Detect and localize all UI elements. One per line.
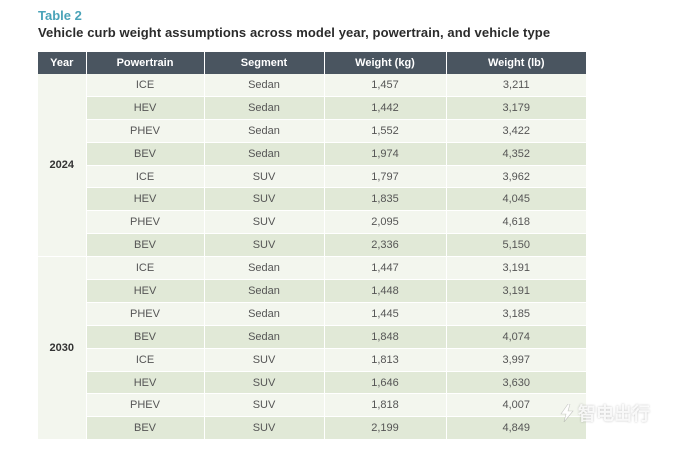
table-row: BEV Sedan 1,974 4,352 [38,142,586,166]
weight-lb-cell: 4,352 [446,142,586,166]
segment-cell: SUV [204,187,325,212]
weight-kg-cell: 1,457 [324,74,447,97]
powertrain-cell: ICE [86,74,205,97]
column-header-segment: Segment [204,52,325,74]
table-row: PHEV SUV 1,818 4,007 [38,393,586,418]
segment-cell: Sedan [204,119,325,143]
segment-cell: SUV [204,371,325,395]
weight-lb-cell: 4,618 [446,210,586,235]
column-header-powertrain: Powertrain [86,52,205,74]
weight-lb-cell: 4,045 [446,187,586,212]
weight-kg-cell: 1,445 [324,302,447,326]
weight-kg-cell: 2,199 [324,416,447,441]
powertrain-cell: ICE [86,348,205,372]
weight-lb-cell: 3,211 [446,74,586,97]
weight-kg-cell: 1,646 [324,371,447,395]
powertrain-cell: PHEV [86,302,205,326]
segment-cell: Sedan [204,74,325,97]
column-header-year: Year [38,52,87,74]
powertrain-cell: BEV [86,325,205,349]
year-group-2030: 2030 ICE Sedan 1,447 3,191 HEV Sedan 1,448 3,191… [38,256,586,441]
segment-cell: SUV [204,393,325,418]
weight-lb-cell: 4,007 [446,393,586,418]
table-header-row: Year Powertrain Segment Weight (kg) Weig… [38,52,586,74]
table-row: BEV Sedan 1,848 4,074 [38,325,586,349]
column-header-weight-kg: Weight (kg) [324,52,447,74]
segment-cell: Sedan [204,96,325,120]
table-row: 2030 ICE Sedan 1,447 3,191 [38,256,586,441]
segment-cell: SUV [204,233,325,258]
table-row: 2024 ICE Sedan 1,457 3,211 [38,74,586,258]
powertrain-cell: HEV [86,96,205,120]
table-row: PHEV SUV 2,095 4,618 [38,210,586,235]
powertrain-cell: PHEV [86,210,205,235]
weight-lb-cell: 4,074 [446,325,586,349]
watermark: 智电出行 [560,400,650,426]
weight-kg-cell: 1,818 [324,393,447,418]
segment-cell: SUV [204,165,325,189]
weight-lb-cell: 3,185 [446,302,586,326]
segment-cell: SUV [204,210,325,235]
year-group-2024: 2024 ICE Sedan 1,457 3,211 HEV Sedan 1,442 3,179… [38,74,586,258]
segment-cell: SUV [204,416,325,441]
weight-kg-cell: 1,552 [324,119,447,143]
weight-lb-cell: 4,849 [446,416,586,441]
table-row: PHEV Sedan 1,552 3,422 [38,119,586,143]
segment-cell: Sedan [204,302,325,326]
segment-cell: Sedan [204,279,325,303]
table-row: PHEV Sedan 1,445 3,185 [38,302,586,326]
table-row: ICE SUV 1,813 3,997 [38,348,586,372]
watermark-text: 智电出行 [578,404,650,424]
table-row: HEV SUV 1,646 3,630 [38,371,586,395]
weight-lb-cell: 5,150 [446,233,586,258]
table-row: HEV SUV 1,835 4,045 [38,187,586,212]
weight-kg-cell: 1,835 [324,187,447,212]
powertrain-cell: ICE [86,256,205,281]
curb-weight-table: Year Powertrain Segment Weight (kg) Weig… [38,52,586,441]
weight-kg-cell: 2,095 [324,210,447,235]
table-row: HEV Sedan 1,448 3,191 [38,279,586,303]
table-row: BEV SUV 2,336 5,150 [38,233,586,258]
weight-kg-cell: 1,448 [324,279,447,303]
powertrain-cell: BEV [86,142,205,166]
segment-cell: Sedan [204,325,325,349]
year-cell: 2024 [38,74,87,258]
weight-kg-cell: 1,447 [324,256,447,281]
column-header-weight-lb: Weight (lb) [446,52,586,74]
table-row: ICE SUV 1,797 3,962 [38,165,586,189]
table-row: BEV SUV 2,199 4,849 [38,416,586,441]
powertrain-cell: HEV [86,279,205,303]
lightning-bolt-icon [560,404,574,422]
table-row: HEV Sedan 1,442 3,179 [38,96,586,120]
segment-cell: Sedan [204,256,325,281]
weight-kg-cell: 1,848 [324,325,447,349]
year-cell: 2030 [38,256,87,441]
weight-lb-cell: 3,997 [446,348,586,372]
weight-kg-cell: 1,813 [324,348,447,372]
weight-lb-cell: 3,191 [446,279,586,303]
weight-lb-cell: 3,962 [446,165,586,189]
powertrain-cell: HEV [86,371,205,395]
weight-lb-cell: 3,191 [446,256,586,281]
segment-cell: Sedan [204,142,325,166]
table-label: Table 2 [38,8,82,23]
weight-lb-cell: 3,422 [446,119,586,143]
weight-lb-cell: 3,630 [446,371,586,395]
powertrain-cell: BEV [86,233,205,258]
powertrain-cell: BEV [86,416,205,441]
table-title: Vehicle curb weight assumptions across m… [38,25,551,40]
segment-cell: SUV [204,348,325,372]
weight-kg-cell: 2,336 [324,233,447,258]
powertrain-cell: ICE [86,165,205,189]
weight-lb-cell: 3,179 [446,96,586,120]
powertrain-cell: HEV [86,187,205,212]
weight-kg-cell: 1,442 [324,96,447,120]
powertrain-cell: PHEV [86,393,205,418]
weight-kg-cell: 1,797 [324,165,447,189]
weight-kg-cell: 1,974 [324,142,447,166]
powertrain-cell: PHEV [86,119,205,143]
